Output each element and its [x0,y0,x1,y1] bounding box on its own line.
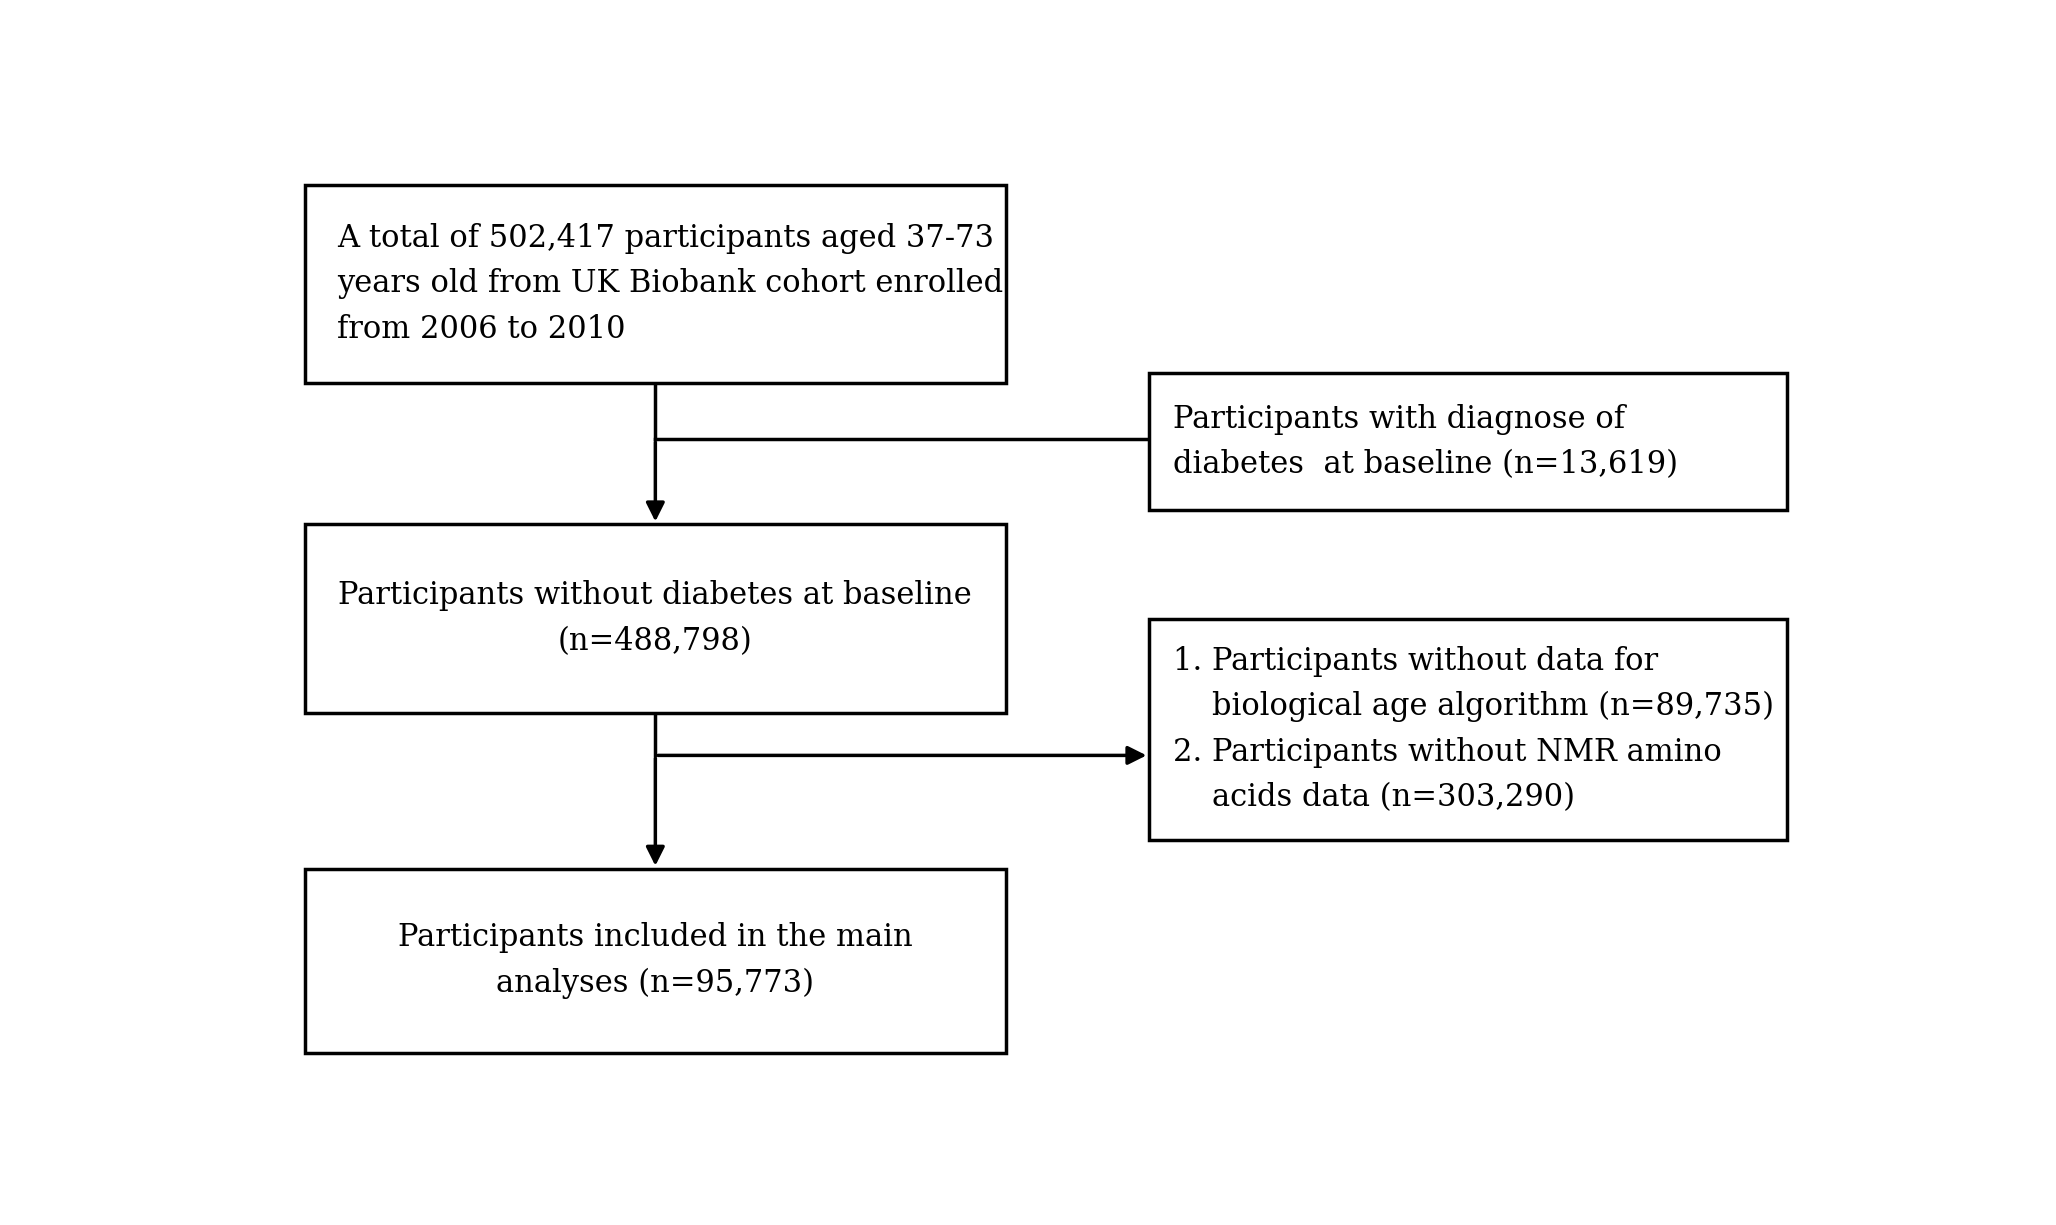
FancyBboxPatch shape [1149,374,1787,510]
Text: Participants included in the main
analyses (n=95,773): Participants included in the main analys… [399,922,913,998]
FancyBboxPatch shape [304,524,1005,713]
Text: Participants with diagnose of
diabetes  at baseline (n=13,619): Participants with diagnose of diabetes a… [1174,403,1678,480]
Text: Participants without diabetes at baseline
(n=488,798): Participants without diabetes at baselin… [339,581,972,657]
Text: A total of 502,417 participants aged 37-73
years old from UK Biobank cohort enro: A total of 502,417 participants aged 37-… [337,223,1003,344]
FancyBboxPatch shape [1149,619,1787,840]
FancyBboxPatch shape [304,869,1005,1052]
FancyBboxPatch shape [304,185,1005,382]
Text: 1. Participants without data for
    biological age algorithm (n=89,735)
2. Part: 1. Participants without data for biologi… [1174,646,1774,813]
